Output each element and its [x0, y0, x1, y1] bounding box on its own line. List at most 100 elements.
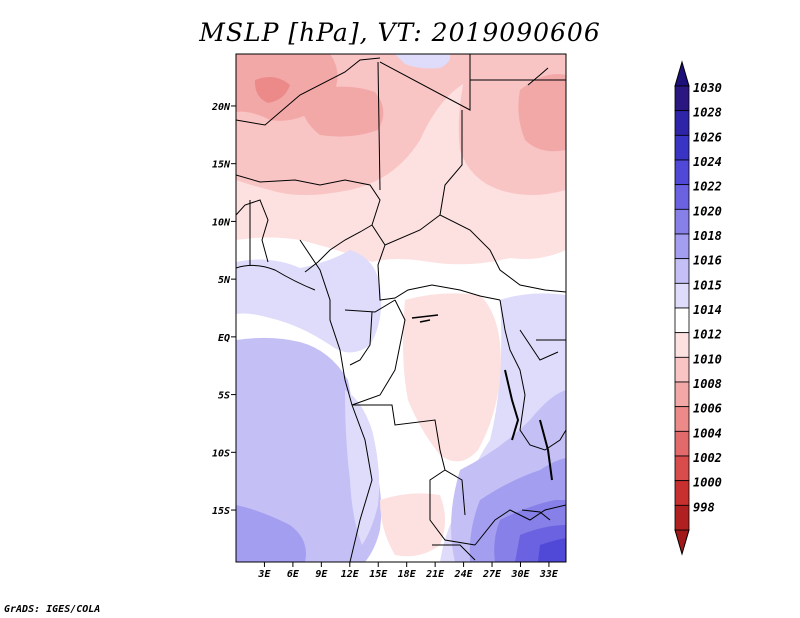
lat-tick-label: 15N [212, 160, 231, 171]
colorbar-swatch [674, 258, 690, 284]
colorbar-label: 1028 [693, 106, 722, 120]
colorbar-swatch [674, 208, 690, 235]
border-line [236, 174, 441, 246]
pressure-region-1024-southeast [538, 538, 566, 562]
lon-tick-label: 30E [510, 569, 530, 580]
pressure-region-1006-northwest [254, 76, 290, 103]
border-line [499, 299, 526, 396]
border-line [349, 311, 373, 366]
pressure-region-1008-northeast [518, 74, 566, 152]
colorbar-bottom-arrow [674, 529, 690, 556]
longitude-axis: 3E 6E 9E 12E 15E 18E 21E 24E 27E 30E 33E [257, 562, 559, 580]
border-line [351, 299, 406, 406]
lon-tick-label: 24E [454, 569, 474, 580]
lake-line [504, 369, 520, 441]
pressure-region-1018-southwest [236, 505, 306, 562]
pressure-region-1015-north-notch [395, 54, 451, 69]
colorbar-label: 1006 [693, 402, 722, 416]
border-line [439, 110, 566, 293]
colorbar: 1030 1028 1026 1024 1022 1020 1018 1016 1015 1014… [674, 60, 722, 556]
colorbar-label: 1010 [693, 352, 722, 366]
lon-tick-label: 15E [369, 569, 388, 580]
lat-tick-label: 5N [218, 275, 231, 286]
pressure-region-1012-interior [403, 293, 501, 462]
pressure-region-1015-west [236, 250, 382, 353]
border-line [519, 394, 566, 451]
pressure-field [236, 54, 566, 562]
pressure-region-1015-coast [345, 390, 380, 545]
colorbar-label: 1015 [693, 278, 722, 292]
border-line [432, 544, 476, 561]
border-line [377, 61, 381, 191]
lon-tick-label: 18E [398, 569, 417, 580]
colorbar-label: 1014 [693, 303, 722, 317]
colorbar-swatch [674, 307, 690, 334]
lon-tick-label: 33E [539, 569, 559, 580]
lon-tick-label: 12E [341, 569, 360, 580]
lon-tick-label: 9E [315, 569, 328, 580]
border-line [519, 329, 559, 361]
colorbar-label: 1012 [693, 328, 722, 342]
colorbar-swatch [674, 504, 690, 531]
colorbar-swatch [674, 455, 690, 482]
colorbar-swatch [674, 332, 690, 358]
border-line [236, 199, 269, 263]
colorbar-label: 1026 [693, 130, 722, 144]
latitude-axis: 20N 15N 10N 5N EQ 5S 10S 15S [211, 102, 236, 517]
colorbar-swatch [674, 233, 690, 260]
lat-tick-label: 15S [212, 506, 230, 517]
lon-tick-label: 3E [257, 569, 271, 580]
border-line [429, 469, 476, 546]
colorbar-label: 1024 [693, 155, 722, 169]
island-line [527, 67, 549, 86]
lat-tick-label: 20N [211, 102, 231, 113]
colorbar-swatch [674, 184, 690, 210]
colorbar-label: 1004 [693, 426, 722, 440]
pressure-region-1012-south [380, 493, 445, 557]
coastline [299, 239, 373, 562]
colorbar-swatch [674, 134, 690, 161]
colorbar-swatch [674, 406, 690, 432]
colorbar-top-arrow [674, 60, 690, 87]
colorbar-label: 1030 [693, 81, 722, 95]
political-borders [236, 54, 566, 562]
colorbar-swatch [674, 159, 690, 186]
colorbar-label: 1002 [693, 451, 722, 465]
lake-line [521, 509, 551, 521]
pressure-region-1008-center-north [300, 86, 384, 137]
colorbar-label: 1000 [693, 476, 722, 490]
border-line [474, 504, 566, 546]
colorbar-label: 1022 [693, 180, 722, 194]
colorbar-label: 1008 [693, 377, 722, 391]
lat-tick-label: 10S [212, 448, 230, 459]
lat-tick-label: 5S [218, 391, 230, 402]
border-line [236, 264, 316, 291]
colorbar-label: 998 [693, 500, 715, 514]
colorbar-swatch [674, 85, 690, 112]
colorbar-swatch [674, 430, 690, 457]
border-line [344, 299, 396, 313]
lake-line [539, 419, 553, 481]
pressure-region-1016-west [236, 337, 382, 562]
lat-tick-label: 10N [212, 217, 231, 228]
colorbar-label: 1020 [693, 204, 722, 218]
border-line [352, 404, 466, 516]
lat-tick-label: EQ [218, 333, 230, 344]
colorbar-swatch [674, 282, 690, 309]
colorbar-label: 1016 [693, 254, 722, 268]
lon-tick-label: 27E [482, 569, 502, 580]
map-title: MSLP [hPa], VT: 2019090606 [199, 18, 601, 47]
colorbar-swatch [674, 110, 690, 136]
lon-tick-label: 6E [287, 569, 300, 580]
colorbar-swatch [674, 381, 690, 408]
map-frame [235, 53, 567, 563]
colorbar-swatch [674, 480, 690, 506]
border-line [379, 54, 471, 111]
border-line [236, 57, 381, 126]
colorbar-label: 1018 [693, 229, 722, 243]
lon-tick-label: 21E [425, 569, 445, 580]
credit-text: GrADS: IGES/COLA [4, 604, 101, 615]
colorbar-swatch [674, 356, 690, 383]
border-line [377, 244, 501, 301]
